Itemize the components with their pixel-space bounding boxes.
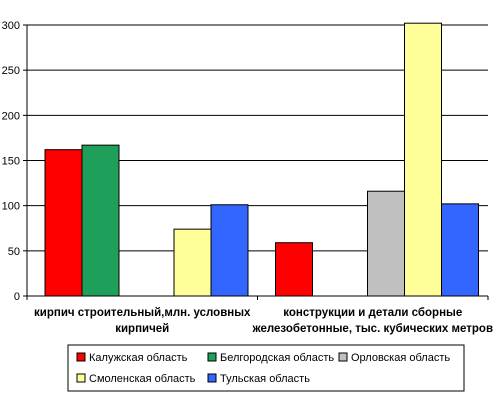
legend-label: Смоленская область	[89, 373, 196, 385]
y-tick-label: 50	[8, 246, 20, 258]
legend-label: Тульская область	[220, 373, 310, 385]
y-tick-label: 200	[2, 110, 20, 122]
legend-label: Орловская область	[351, 352, 450, 364]
legend: Калужская область Белгородская область Орл…	[67, 344, 465, 392]
y-axis-ticks: 0 50 100 150 200 250 300	[2, 20, 27, 303]
bar	[441, 203, 479, 297]
category-label: железобетонные, тыс. кубических метров	[251, 323, 493, 335]
legend-label: Белгородская область	[220, 352, 334, 364]
bars	[44, 22, 479, 297]
bar	[44, 149, 83, 297]
y-tick-label: 250	[2, 65, 20, 77]
category-labels: кирпич строительный,млн. условных кирпиче…	[34, 307, 493, 335]
bar	[275, 242, 313, 297]
category-label: конструкции и детали сборные	[283, 307, 462, 319]
y-tick-label: 100	[2, 201, 20, 213]
legend-swatch	[207, 373, 217, 383]
bar	[81, 144, 120, 297]
bar	[210, 204, 249, 297]
legend-swatch	[207, 352, 217, 362]
legend-box	[67, 344, 465, 392]
bar	[367, 190, 405, 297]
y-tick-label: 150	[2, 156, 20, 168]
category-label: кирпичей	[115, 323, 169, 335]
category-label: кирпич строительный,млн. условных	[34, 307, 251, 319]
legend-label: Калужская область	[89, 352, 188, 364]
y-tick-label: 300	[2, 20, 20, 32]
legend-swatch	[76, 373, 86, 383]
legend-swatch	[76, 352, 86, 362]
y-tick-label: 0	[14, 291, 20, 303]
legend-swatch	[338, 352, 348, 362]
bar	[404, 22, 442, 297]
bar	[173, 228, 212, 297]
axes	[26, 25, 489, 300]
